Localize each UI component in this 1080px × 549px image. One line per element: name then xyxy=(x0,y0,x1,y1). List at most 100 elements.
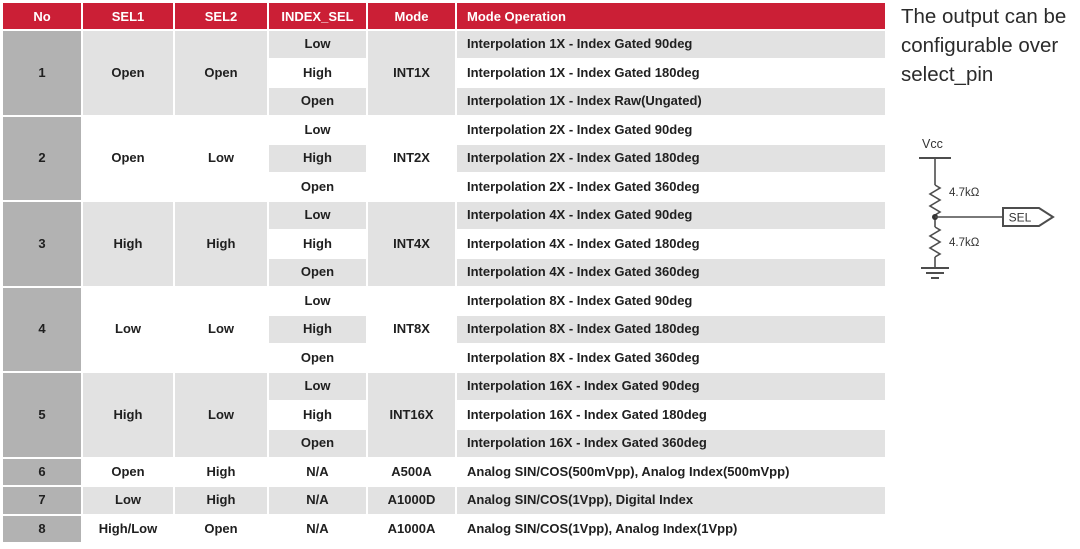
cell-index-sel: Low xyxy=(269,31,366,58)
table-header-row: No SEL1 SEL2 INDEX_SEL Mode Mode Operati… xyxy=(3,3,885,29)
cell-index-sel: Open xyxy=(269,173,366,200)
select-pin-circuit-diagram: Vcc 4.7kΩ SEL 4.7kΩ xyxy=(893,128,1078,288)
cell-mode: INT1X xyxy=(368,31,455,115)
table-row: 5 High Low Low INT16X Interpolation 16X - Ind… xyxy=(3,373,885,457)
ground-icon xyxy=(921,267,949,279)
sel-pin-tag xyxy=(1002,207,1055,227)
cell-sel1: Open xyxy=(83,458,173,485)
cell-mode-operation: Interpolation 1X - Index Gated 180deg xyxy=(457,59,885,86)
cell-index-sel: High xyxy=(269,59,366,86)
table-row: 4 Low Low Low INT8X Interpolation 8X - Index … xyxy=(3,287,885,371)
sel-pin-label: SEL xyxy=(1009,211,1032,225)
cell-index-sel: Open xyxy=(269,344,366,371)
cell-mode-operation: Interpolation 2X - Index Gated 360deg xyxy=(457,173,885,200)
cell-mode-operation: Interpolation 4X - Index Gated 180deg xyxy=(457,230,885,257)
resistor-2-icon xyxy=(928,226,942,258)
table-row: 8 High/Low Open N/A A1000A Analog SIN/COS(1Vp… xyxy=(3,515,885,542)
table-row: 3 High High Low INT4X Interpolation 4X - Inde… xyxy=(3,202,885,286)
cell-sel2: High xyxy=(175,202,267,286)
cell-index-sel: Open xyxy=(269,259,366,286)
column-header-sel2: SEL2 xyxy=(175,3,267,29)
cell-mode-operation: Interpolation 16X - Index Gated 180deg xyxy=(457,401,885,428)
cell-mode: A1000A xyxy=(368,515,455,542)
cell-no: 2 xyxy=(3,116,81,200)
cell-mode: INT2X xyxy=(368,116,455,200)
cell-mode-operation: Analog SIN/COS(1Vpp), Digital Index xyxy=(457,487,885,514)
cell-mode: INT16X xyxy=(368,373,455,457)
table-row: High Interpolation 4X - Index Gated 180de… xyxy=(3,230,885,257)
column-header-no: No xyxy=(3,3,81,29)
cell-index-sel: N/A xyxy=(269,515,366,542)
cell-index-sel: Low xyxy=(269,287,366,314)
cell-mode-operation: Analog SIN/COS(500mVpp), Analog Index(50… xyxy=(457,458,885,485)
cell-sel2: Open xyxy=(175,31,267,115)
cell-mode-operation: Interpolation 1X - Index Gated 90deg xyxy=(457,31,885,58)
cell-mode-operation: Interpolation 16X - Index Gated 360deg xyxy=(457,430,885,457)
column-header-index-sel: INDEX_SEL xyxy=(269,3,366,29)
cell-sel2: High xyxy=(175,487,267,514)
cell-mode: INT4X xyxy=(368,202,455,286)
resistor-1-value: 4.7kΩ xyxy=(949,187,980,199)
cell-mode-operation: Interpolation 8X - Index Gated 180deg xyxy=(457,316,885,343)
note-text: The output can be configurable over sele… xyxy=(901,5,1067,87)
cell-sel1: Low xyxy=(83,487,173,514)
cell-sel2: Low xyxy=(175,287,267,371)
cell-mode: A1000D xyxy=(368,487,455,514)
cell-sel2: High xyxy=(175,458,267,485)
cell-mode-operation: Interpolation 4X - Index Gated 90deg xyxy=(457,202,885,229)
cell-mode-operation: Interpolation 16X - Index Gated 90deg xyxy=(457,373,885,400)
table-row: 7 Low High N/A A1000D Analog SIN/COS(1Vpp), D… xyxy=(3,487,885,514)
table-row: High Interpolation 2X - Index Gated 180de… xyxy=(3,145,885,172)
cell-index-sel: Low xyxy=(269,116,366,143)
cell-index-sel: High xyxy=(269,145,366,172)
cell-no: 4 xyxy=(3,287,81,371)
cell-index-sel: N/A xyxy=(269,487,366,514)
resistor-1-icon xyxy=(928,184,942,216)
table-row: 6 Open High N/A A500A Analog SIN/COS(500mVpp)… xyxy=(3,458,885,485)
cell-mode: INT8X xyxy=(368,287,455,371)
cell-mode-operation: Interpolation 8X - Index Gated 90deg xyxy=(457,287,885,314)
cell-no: 6 xyxy=(3,458,81,485)
cell-mode-operation: Interpolation 4X - Index Gated 360deg xyxy=(457,259,885,286)
cell-sel1: High/Low xyxy=(83,515,173,542)
cell-index-sel: High xyxy=(269,316,366,343)
cell-sel1: High xyxy=(83,202,173,286)
cell-no: 1 xyxy=(3,31,81,115)
resistor-2-value: 4.7kΩ xyxy=(949,237,980,249)
table-row: High Interpolation 8X - Index Gated 180de… xyxy=(3,316,885,343)
cell-sel1: Open xyxy=(83,31,173,115)
table-row: High Interpolation 1X - Index Gated 180de… xyxy=(3,59,885,86)
cell-no: 3 xyxy=(3,202,81,286)
cell-index-sel: N/A xyxy=(269,458,366,485)
cell-mode: A500A xyxy=(368,458,455,485)
table-row: High Interpolation 16X - Index Gated 180d… xyxy=(3,401,885,428)
table-body: 1 Open Open Low INT1X Interpolation 1X - Inde… xyxy=(3,31,885,542)
cell-mode-operation: Interpolation 2X - Index Gated 90deg xyxy=(457,116,885,143)
cell-mode-operation: Analog SIN/COS(1Vpp), Analog Index(1Vpp) xyxy=(457,515,885,542)
cell-index-sel: Low xyxy=(269,373,366,400)
cell-sel2: Low xyxy=(175,373,267,457)
vcc-label: Vcc xyxy=(922,137,943,151)
cell-index-sel: High xyxy=(269,401,366,428)
cell-no: 8 xyxy=(3,515,81,542)
cell-index-sel: High xyxy=(269,230,366,257)
cell-index-sel: Open xyxy=(269,88,366,115)
table-row: Open Interpolation 2X - Index Gated 360de… xyxy=(3,173,885,200)
mode-configuration-table: No SEL1 SEL2 INDEX_SEL Mode Mode Operati… xyxy=(1,1,887,544)
cell-sel1: Low xyxy=(83,287,173,371)
cell-no: 5 xyxy=(3,373,81,457)
column-header-mode-operation: Mode Operation xyxy=(457,3,885,29)
cell-sel2: Open xyxy=(175,515,267,542)
table-row: Open Interpolation 8X - Index Gated 360de… xyxy=(3,344,885,371)
cell-index-sel: Low xyxy=(269,202,366,229)
cell-no: 7 xyxy=(3,487,81,514)
column-header-mode: Mode xyxy=(368,3,455,29)
table-row: Open Interpolation 4X - Index Gated 360de… xyxy=(3,259,885,286)
cell-sel1: Open xyxy=(83,116,173,200)
cell-index-sel: Open xyxy=(269,430,366,457)
table-row: Open Interpolation 16X - Index Gated 360d… xyxy=(3,430,885,457)
cell-sel2: Low xyxy=(175,116,267,200)
column-header-sel1: SEL1 xyxy=(83,3,173,29)
table-row: 2 Open Low Low INT2X Interpolation 2X - Index… xyxy=(3,116,885,200)
cell-mode-operation: Interpolation 1X - Index Raw(Ungated) xyxy=(457,88,885,115)
